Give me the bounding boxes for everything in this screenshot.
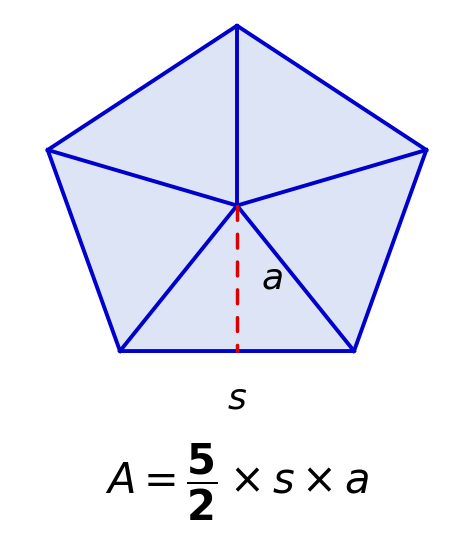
Text: $s$: $s$ [227,381,247,415]
Text: $A = \dfrac{\mathbf{5}}{\mathbf{2}} \times \mathit{s} \times \mathit{a}$: $A = \dfrac{\mathbf{5}}{\mathbf{2}} \tim… [105,442,369,523]
Polygon shape [48,26,426,351]
Text: $a$: $a$ [261,261,283,295]
